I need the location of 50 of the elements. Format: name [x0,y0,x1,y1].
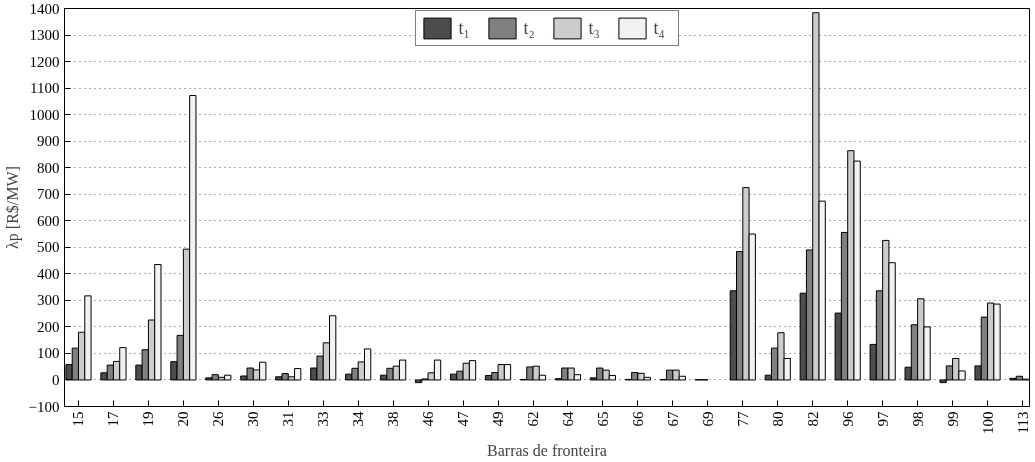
x-tick-label: 77 [734,411,751,427]
y-tick-label: 1300 [29,27,60,44]
y-tick-label: 400 [37,265,60,282]
y-tick-label: −100 [28,398,60,415]
y-tick-label: 100 [37,345,60,362]
legend-label: t₂ [523,17,536,39]
x-tick-label: 38 [385,411,402,427]
x-tick-label: 67 [664,411,681,427]
legend-label: t₃ [588,17,601,39]
x-tick-label: 96 [839,411,856,427]
x-tick-label: 15 [70,411,87,427]
y-tick-label: 500 [37,239,60,256]
x-tick-label: 100 [979,411,996,434]
x-tick-label: 47 [455,411,472,427]
x-tick-label: 98 [909,411,926,427]
x-tick-label: 66 [629,411,646,427]
x-tick-label: 113 [1014,411,1031,434]
x-tick-label: 20 [175,411,192,427]
x-tick-label: 49 [490,411,507,427]
y-tick-label: 1400 [29,0,60,17]
y-tick-label: 600 [37,212,60,229]
x-tick-label: 31 [280,411,297,427]
y-tick-label: 900 [37,133,60,150]
x-tick-label: 62 [525,411,542,427]
x-tick-label: 17 [105,411,122,427]
x-tick-label: 99 [944,411,961,427]
x-tick-label: 19 [140,411,157,427]
y-tick-label: 1100 [30,80,60,97]
x-tick-label: 80 [769,411,786,427]
y-tick-label: 200 [37,318,60,335]
y-tick-label: 1000 [29,106,60,123]
y-tick-label: 700 [37,186,60,203]
x-tick-label: 26 [210,411,227,427]
x-tick-label: 46 [420,411,437,427]
x-axis-title: Barras de fronteira [487,442,607,459]
x-tick-label: 33 [315,411,332,427]
x-tick-label: 82 [804,411,821,427]
x-tick-label: 34 [350,411,367,427]
x-tick-label: 64 [559,411,576,427]
x-tick-label: 97 [874,411,891,427]
y-tick-label: 1200 [29,53,60,70]
x-tick-label: 65 [594,411,611,427]
y-axis-title: λp [R$/MW] [3,166,22,249]
y-tick-label: 800 [37,159,60,176]
legend-label: t₄ [653,17,666,39]
legend-label: t₁ [458,17,471,39]
y-tick-label: 0 [52,371,60,388]
y-tick-label: 300 [37,292,60,309]
x-tick-label: 69 [699,411,716,427]
x-tick-label: 30 [245,411,262,427]
